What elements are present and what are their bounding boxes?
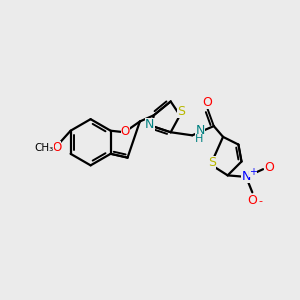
Text: N: N (195, 124, 205, 137)
Text: CH₃: CH₃ (35, 143, 54, 153)
Text: O: O (248, 194, 257, 207)
Text: S: S (208, 156, 216, 169)
Text: +: + (249, 167, 257, 176)
Text: -: - (258, 196, 262, 206)
Text: O: O (52, 141, 62, 154)
Text: O: O (264, 161, 274, 174)
Text: O: O (121, 125, 130, 138)
Text: H: H (195, 134, 204, 144)
Text: S: S (178, 105, 185, 118)
Text: O: O (203, 96, 213, 109)
Text: N: N (242, 170, 251, 183)
Text: N: N (145, 118, 154, 131)
